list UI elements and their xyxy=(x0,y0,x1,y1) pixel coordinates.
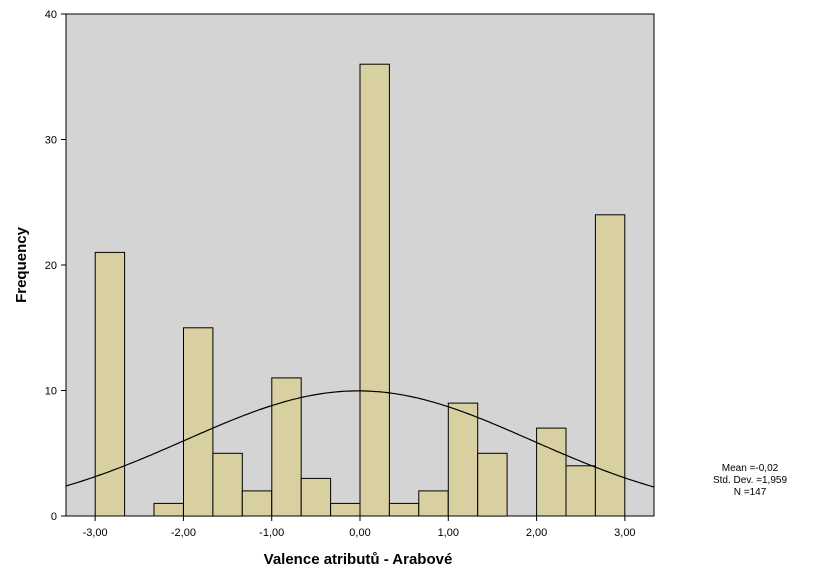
axes-group: 0 10 20 30 40 -3,00 -2,00 -1,00 0,00 1,00 2,00 3,00 xyxy=(45,9,636,539)
histogram-bar-17 xyxy=(594,214,626,517)
histogram-bar-3 xyxy=(183,327,214,517)
histogram-bar-6 xyxy=(271,377,302,517)
x-tick-label-0: -3,00 xyxy=(83,527,108,539)
y-tick-label-2: 20 xyxy=(45,260,57,272)
histogram-bar-9 xyxy=(359,63,390,517)
histogram-bar-11 xyxy=(418,490,449,517)
normal-curve xyxy=(65,390,655,488)
histogram-bar-7 xyxy=(300,477,332,517)
histogram-bar-12 xyxy=(447,402,479,517)
histogram-bar-5 xyxy=(241,490,273,517)
y-tick-label-0: 0 xyxy=(51,511,57,523)
histogram-bar-0 xyxy=(94,251,126,517)
histogram-bar-15 xyxy=(536,427,567,517)
histogram-bar-13 xyxy=(477,452,508,517)
x-tick-label-6: 3,00 xyxy=(614,527,635,539)
stats-mean: Mean =-0,02 xyxy=(722,463,779,474)
y-tick-label-3: 30 xyxy=(45,135,57,147)
stats-legend: Mean =-0,02 Std. Dev. =1,959 N =147 xyxy=(713,463,787,498)
bars-group xyxy=(94,63,626,517)
stats-n: N =147 xyxy=(734,487,767,498)
histogram-bar-16 xyxy=(565,465,596,517)
histogram-bar-8 xyxy=(330,502,361,517)
y-tick-label-4: 40 xyxy=(45,9,57,21)
x-axis-title: Valence atributů - Arabové xyxy=(264,551,453,568)
x-tick-label-1: -2,00 xyxy=(171,527,196,539)
y-axis-title: Frequency xyxy=(13,226,30,303)
x-tick-label-2: -1,00 xyxy=(259,527,284,539)
histogram-bar-10 xyxy=(388,502,420,517)
x-tick-label-3: 0,00 xyxy=(349,527,370,539)
stats-std-dev: Std. Dev. =1,959 xyxy=(713,475,787,486)
x-tick-label-4: 1,00 xyxy=(438,527,459,539)
y-tick-label-1: 10 xyxy=(45,386,57,398)
x-tick-label-5: 2,00 xyxy=(526,527,547,539)
histogram-bar-4 xyxy=(212,452,243,517)
histogram-bar-2 xyxy=(153,502,184,517)
